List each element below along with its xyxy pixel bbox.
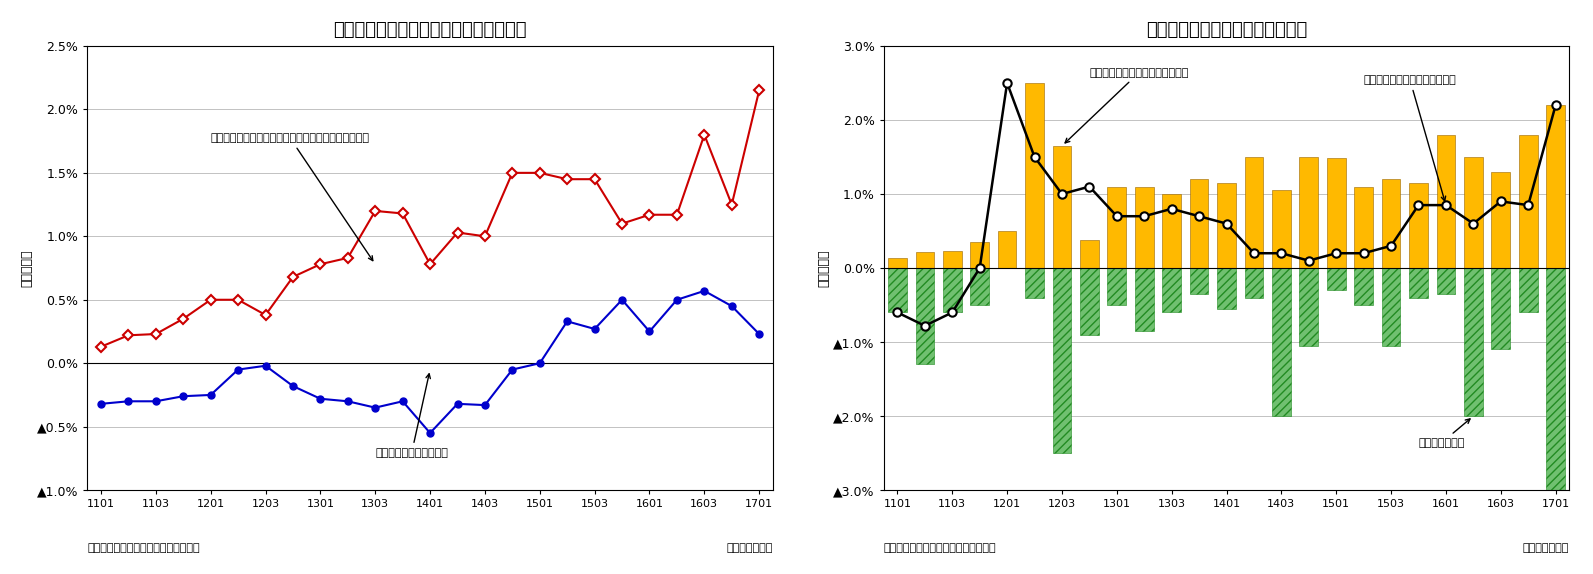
Bar (887, 258, 906, 268)
Text: パートタイム労働者・時間当たり賃金（所定内給与）: パートタイム労働者・時間当たり賃金（所定内給与） (210, 133, 373, 261)
Bar (1107, 187, 1126, 268)
Text: （資料）厚生労働省「毎月勤労統計」: （資料）厚生労働省「毎月勤労統計」 (88, 544, 199, 553)
Bar (1080, 268, 1099, 335)
Bar (1327, 158, 1346, 268)
Y-axis label: （前年比）: （前年比） (21, 249, 33, 287)
Text: （年・四半期）: （年・四半期） (726, 544, 773, 553)
Text: （年・四半期）: （年・四半期） (1523, 544, 1569, 553)
Bar (887, 268, 906, 312)
Bar (1354, 268, 1373, 305)
Bar (943, 251, 962, 268)
Text: （資料）厚生労働省「毎月勤労統計」: （資料）厚生労働省「毎月勤労統計」 (884, 544, 996, 553)
Bar (970, 268, 989, 305)
Text: 時間当たり賃金（所定内給与）: 時間当たり賃金（所定内給与） (1364, 75, 1456, 201)
Bar (970, 242, 989, 268)
Bar (1107, 268, 1126, 305)
Bar (1381, 179, 1400, 268)
Bar (1410, 183, 1427, 268)
Bar (1491, 268, 1510, 350)
Bar (1053, 268, 1070, 453)
Bar (1026, 83, 1043, 268)
Bar (1518, 135, 1537, 268)
Bar (1244, 157, 1263, 268)
Bar (916, 268, 933, 364)
Bar (1437, 268, 1456, 294)
Text: パートタイム労働者・所定内給与: パートタイム労働者・所定内給与 (1066, 68, 1188, 143)
Text: 所定内労働時間: 所定内労働時間 (1418, 419, 1470, 448)
Bar (1300, 268, 1317, 346)
Bar (1134, 268, 1153, 331)
Title: 労働時間の大幅減少が賃金を抑制: 労働時間の大幅減少が賃金を抑制 (1145, 21, 1308, 39)
Bar (1190, 179, 1209, 268)
Bar (1053, 146, 1070, 268)
Bar (1410, 268, 1427, 298)
Bar (997, 231, 1016, 268)
Bar (916, 252, 933, 268)
Bar (1547, 105, 1564, 268)
Bar (1080, 240, 1099, 268)
Bar (1273, 268, 1290, 416)
Bar (1518, 268, 1537, 312)
Bar (1163, 268, 1180, 312)
Bar (1163, 194, 1180, 268)
Bar (943, 268, 962, 312)
Bar (1547, 268, 1564, 490)
Title: パートタイム労働者の時給は大きく上昇: パートタイム労働者の時給は大きく上昇 (333, 21, 527, 39)
Bar (1134, 187, 1153, 268)
Bar (1300, 157, 1317, 268)
Y-axis label: （前年比）: （前年比） (817, 249, 830, 287)
Bar (1217, 183, 1236, 268)
Bar (1217, 268, 1236, 309)
Bar (1244, 268, 1263, 298)
Text: 一般労働者・所定内給与: 一般労働者・所定内給与 (376, 374, 448, 458)
Bar (1273, 191, 1290, 268)
Bar (1026, 268, 1043, 298)
Bar (1464, 157, 1483, 268)
Bar (1190, 268, 1209, 294)
Bar (1464, 268, 1483, 416)
Bar (1327, 268, 1346, 290)
Bar (1354, 187, 1373, 268)
Bar (1381, 268, 1400, 346)
Bar (1491, 172, 1510, 268)
Bar (1437, 135, 1456, 268)
